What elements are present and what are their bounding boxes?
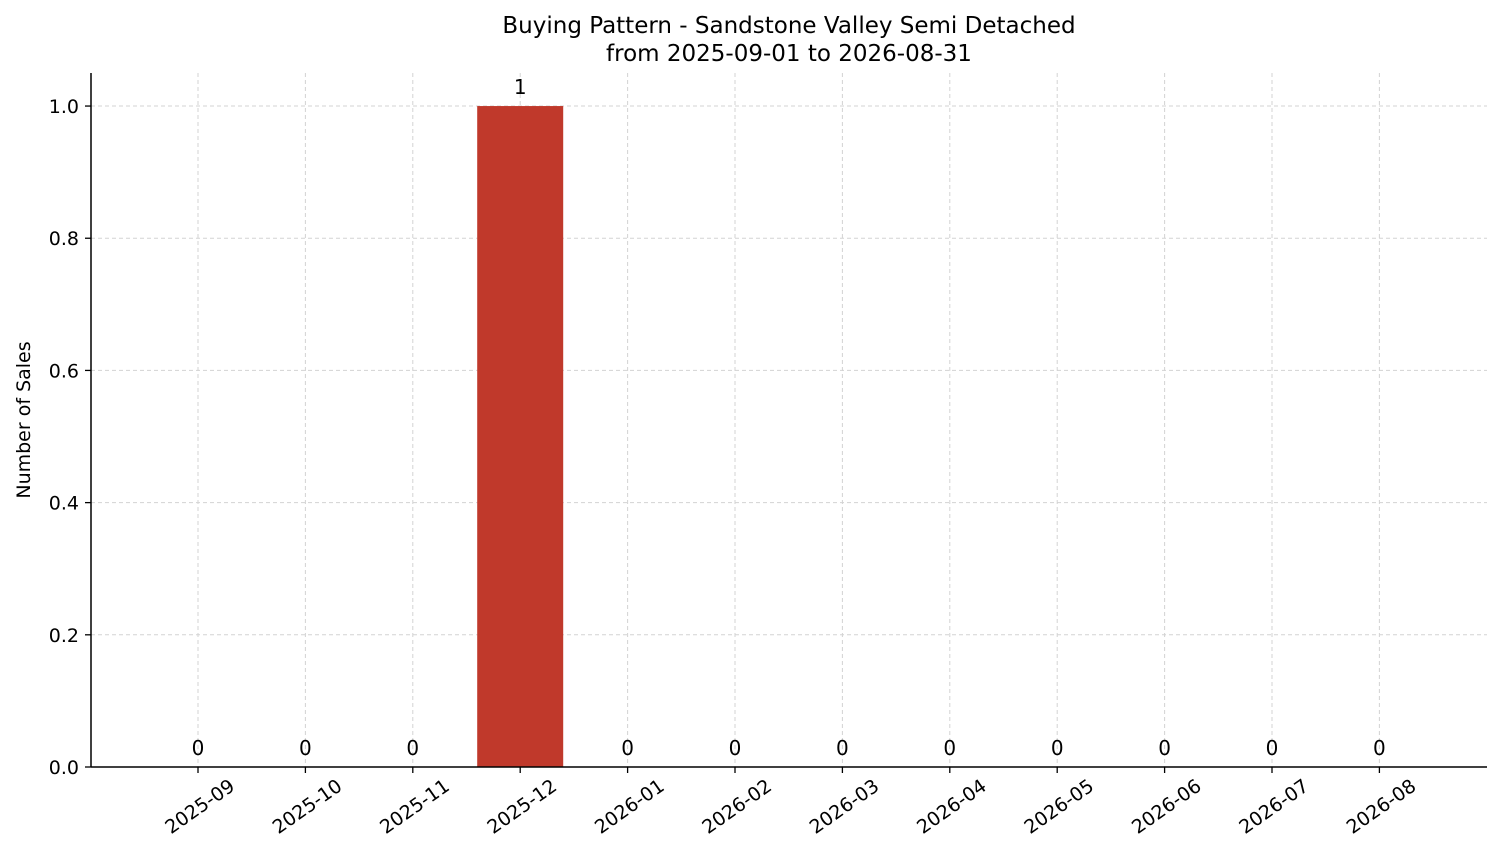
data-labels: 0 0 0 1 0 0 0 0 0 0 0 0 [192, 75, 1386, 760]
x-tick-label: 2026-01 [591, 775, 669, 839]
x-tick-label: 2026-03 [806, 775, 884, 839]
y-tick-label: 0.6 [49, 360, 79, 382]
bar-value-label: 1 [514, 75, 527, 99]
bars [477, 106, 564, 768]
x-tick-label: 2025-10 [269, 775, 347, 839]
axes-spines [90, 73, 1487, 768]
bar-value-label: 0 [1158, 736, 1171, 760]
chart-title: Buying Pattern - Sandstone Valley Semi D… [502, 13, 1075, 39]
bar-value-label: 0 [1051, 736, 1064, 760]
bar-value-label: 0 [621, 736, 634, 760]
x-tick-label: 2026-08 [1343, 775, 1421, 839]
y-tick-label: 0.0 [49, 757, 79, 779]
x-tick-label: 2025-09 [161, 775, 239, 839]
x-tick-label: 2026-04 [913, 775, 991, 839]
y-tick-label: 0.4 [49, 493, 79, 515]
bar-value-label: 0 [729, 736, 742, 760]
x-tick-label: 2025-12 [483, 775, 561, 839]
x-tick-label: 2025-11 [376, 775, 454, 839]
chart-subtitle: from 2025-09-01 to 2026-08-31 [606, 41, 972, 67]
bar-value-label: 0 [406, 736, 419, 760]
bar-value-label: 0 [1266, 736, 1279, 760]
bar-value-label: 0 [299, 736, 312, 760]
y-tick-label: 0.2 [49, 625, 79, 647]
grid [91, 73, 1487, 768]
x-tick-label: 2026-02 [698, 775, 776, 839]
bar [477, 106, 564, 768]
y-axis-label: Number of Sales [13, 341, 35, 498]
bar-value-label: 0 [943, 736, 956, 760]
x-tick-label: 2026-06 [1128, 775, 1206, 839]
x-tick-label: 2026-05 [1020, 775, 1098, 839]
bar-value-label: 0 [836, 736, 849, 760]
x-tick-label: 2026-07 [1235, 775, 1313, 839]
y-tick-label: 1.0 [49, 96, 79, 118]
bar-value-label: 0 [192, 736, 205, 760]
bar-value-label: 0 [1373, 736, 1386, 760]
y-tick-label: 0.8 [49, 228, 79, 250]
